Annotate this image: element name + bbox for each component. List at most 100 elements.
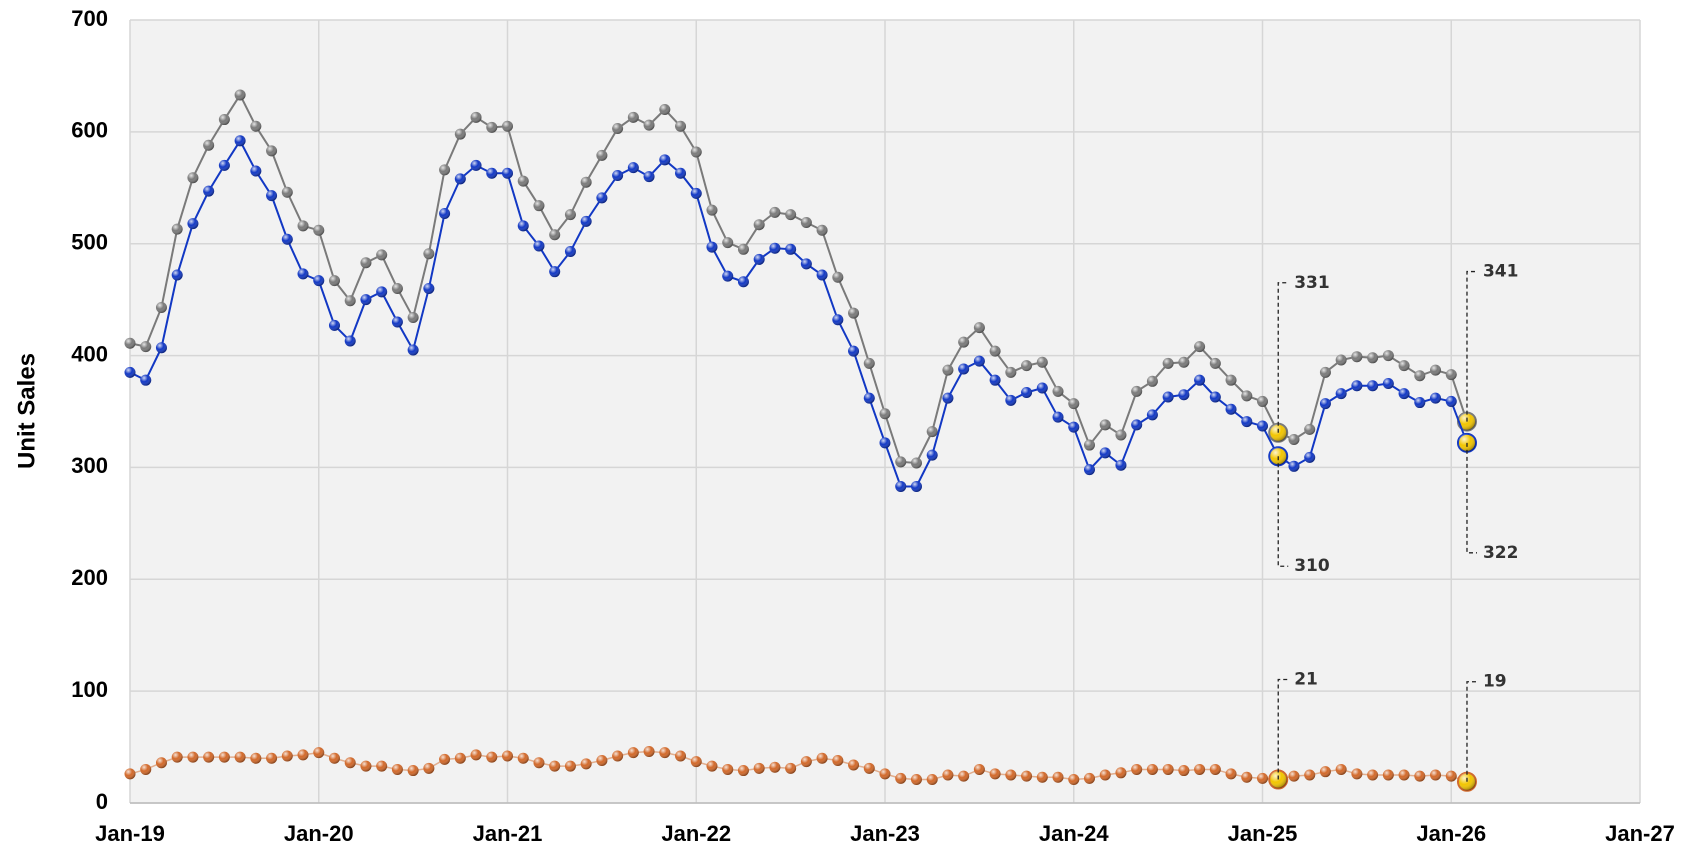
marker-shine — [486, 121, 498, 133]
marker-shine — [281, 233, 293, 245]
marker-shine — [1319, 398, 1331, 410]
marker-shine — [140, 763, 152, 775]
marker-shine — [800, 258, 812, 270]
marker-shine — [1382, 378, 1394, 390]
marker-shine — [187, 172, 199, 184]
marker-shine — [439, 753, 451, 765]
x-tick-label: Jan-22 — [661, 821, 731, 846]
marker-shine — [470, 111, 482, 123]
marker-shine — [360, 294, 372, 306]
marker-shine — [1146, 763, 1158, 775]
marker-shine — [297, 268, 309, 280]
x-tick-label: Jan-26 — [1416, 821, 1486, 846]
marker-shine — [612, 169, 624, 181]
marker-shine — [596, 192, 608, 204]
marker-shine — [958, 363, 970, 375]
marker-shine — [1304, 451, 1316, 463]
marker-shine — [1005, 394, 1017, 406]
marker-shine — [926, 774, 938, 786]
marker-shine — [328, 752, 340, 764]
marker-shine — [155, 757, 167, 769]
marker-shine — [1304, 423, 1316, 435]
marker-shine — [863, 392, 875, 404]
marker-shine — [800, 216, 812, 228]
marker-shine — [234, 751, 246, 763]
marker-shine — [785, 762, 797, 774]
data-label: 322 — [1483, 543, 1519, 563]
marker-shine — [1115, 459, 1127, 471]
marker-shine — [1178, 389, 1190, 401]
marker-shine — [218, 114, 230, 126]
marker-shine — [1241, 390, 1253, 402]
marker-shine — [1304, 769, 1316, 781]
marker-shine — [769, 761, 781, 773]
marker-shine — [863, 762, 875, 774]
marker-shine — [344, 295, 356, 307]
marker-shine — [360, 257, 372, 269]
marker-shine — [753, 762, 765, 774]
x-tick-label: Jan-23 — [850, 821, 920, 846]
marker-shine — [266, 190, 278, 202]
marker-shine — [848, 345, 860, 357]
marker-shine — [187, 218, 199, 230]
marker-shine — [910, 457, 922, 469]
data-label: 21 — [1294, 670, 1318, 690]
y-tick-label: 600 — [71, 118, 108, 143]
marker-shine — [171, 751, 183, 763]
marker-shine — [1335, 354, 1347, 366]
marker-shine — [863, 357, 875, 369]
marker-shine — [1005, 366, 1017, 378]
marker-shine — [203, 139, 215, 151]
marker-shine — [1225, 768, 1237, 780]
x-tick-label: Jan-25 — [1228, 821, 1298, 846]
x-tick-label: Jan-20 — [284, 821, 354, 846]
marker-shine — [281, 186, 293, 198]
marker-shine — [1430, 392, 1442, 404]
marker-shine — [1068, 398, 1080, 410]
marker-shine — [171, 269, 183, 281]
marker-shine — [1241, 416, 1253, 428]
marker-shine — [517, 220, 529, 232]
marker-shine — [722, 237, 734, 249]
marker-shine — [1099, 419, 1111, 431]
marker-shine — [1367, 380, 1379, 392]
marker-shine — [313, 224, 325, 236]
marker-shine — [690, 146, 702, 158]
marker-shine — [816, 752, 828, 764]
marker-shine — [281, 750, 293, 762]
y-tick-label: 0 — [96, 789, 108, 814]
marker-shine — [470, 159, 482, 171]
marker-shine — [942, 392, 954, 404]
marker-shine — [643, 119, 655, 131]
marker-shine — [439, 208, 451, 220]
marker-shine — [391, 316, 403, 328]
marker-shine — [1115, 429, 1127, 441]
marker-shine — [1162, 391, 1174, 403]
marker-shine — [1036, 356, 1048, 368]
marker-shine — [895, 456, 907, 468]
marker-shine — [502, 750, 513, 762]
marker-shine — [1430, 769, 1442, 781]
marker-shine — [737, 765, 749, 777]
marker-shine — [737, 276, 749, 288]
marker-shine — [1209, 763, 1221, 775]
marker-shine — [580, 215, 592, 227]
marker-shine — [1414, 397, 1426, 409]
marker-shine — [234, 89, 246, 101]
marker-shine — [816, 269, 828, 281]
marker-shine — [187, 751, 199, 763]
marker-shine — [218, 751, 230, 763]
marker-shine — [580, 758, 592, 770]
marker-shine — [627, 111, 639, 123]
marker-shine — [1351, 351, 1363, 363]
marker-shine — [313, 747, 325, 759]
marker-shine — [1367, 352, 1379, 364]
marker-shine — [1115, 767, 1127, 779]
marker-shine — [627, 162, 639, 174]
marker-shine — [1178, 356, 1190, 368]
marker-shine — [800, 756, 812, 768]
marker-shine — [1083, 772, 1095, 784]
marker-shine — [423, 248, 435, 260]
marker-shine — [612, 750, 624, 762]
marker-shine — [848, 307, 860, 319]
